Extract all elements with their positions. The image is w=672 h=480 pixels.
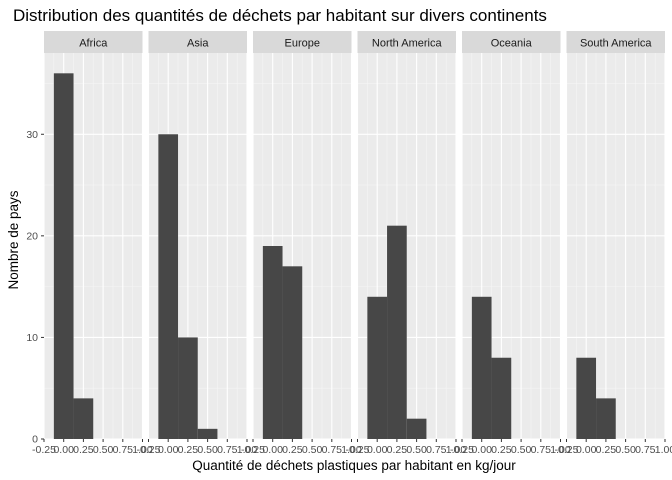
bar-north-america-1	[387, 225, 407, 439]
bar-north-america-2	[406, 418, 427, 439]
facet-strip-africa	[44, 31, 143, 53]
x-tick-label: 0.75	[635, 444, 656, 456]
y-tick-label: 10	[26, 332, 38, 344]
facet-label-south-america: South America	[580, 38, 652, 50]
facet-label-asia: Asia	[187, 38, 209, 50]
y-tick-label: 0	[32, 434, 38, 446]
bar-north-america-0	[367, 296, 388, 439]
bar-africa-0	[53, 73, 74, 439]
x-tick-label: 0.00	[471, 444, 492, 456]
bar-south-america-1	[596, 398, 616, 439]
y-tick-label: 20	[26, 230, 38, 242]
x-tick-label: 0.50	[406, 444, 427, 456]
x-tick-label: 0.50	[197, 444, 218, 456]
x-tick-label: 0.25	[596, 444, 617, 456]
x-tick-label: 1.00	[237, 444, 258, 456]
x-tick-label: 1.00	[446, 444, 467, 456]
x-tick-label: -0.25	[241, 444, 265, 456]
x-tick-label: 1.00	[550, 444, 571, 456]
y-axis-title: Nombre de pays	[6, 190, 21, 289]
facet-strip-asia	[148, 31, 247, 53]
bar-asia-2	[197, 428, 218, 439]
x-tick-label: 0.00	[367, 444, 388, 456]
x-tick-label: 0.75	[531, 444, 552, 456]
x-tick-label: 0.25	[282, 444, 303, 456]
facet-strip-oceania	[462, 31, 561, 53]
x-tick-label: 0.50	[302, 444, 323, 456]
bar-africa-1	[73, 398, 94, 439]
x-tick-label: 0.00	[576, 444, 597, 456]
facet-panels: Africa-0.250.00 0.25 0.50 0.75 1.000102030As…	[26, 31, 672, 456]
x-tick-label: -0.25	[137, 444, 161, 456]
facet-strip-south-america	[566, 31, 665, 53]
x-tick-label: 0.00	[262, 444, 283, 456]
x-tick-label: 0.75	[426, 444, 447, 456]
x-tick-label: 0.25	[73, 444, 94, 456]
facet-label-africa: Africa	[79, 38, 108, 50]
x-tick-label: 0.50	[511, 444, 532, 456]
x-tick-label: 0.75	[217, 444, 238, 456]
x-tick-label: 0.25	[491, 444, 512, 456]
x-tick-label: -0.25	[32, 444, 56, 456]
bar-oceania-1	[491, 357, 512, 439]
bar-oceania-0	[471, 296, 492, 439]
facet-label-north-america: North America	[372, 38, 443, 50]
x-tick-label: 1.00	[132, 444, 153, 456]
x-tick-label: 1.00	[341, 444, 362, 456]
facet-label-europe: Europe	[285, 38, 320, 50]
x-tick-label: 0.00	[158, 444, 179, 456]
bar-europe-0	[262, 246, 283, 439]
facet-strip-europe	[253, 31, 352, 53]
facet-label-oceania: Oceania	[491, 38, 533, 50]
x-tick-label: 1.00	[655, 444, 672, 456]
x-tick-label: 0.00	[53, 444, 74, 456]
facet-strip-north-america	[357, 31, 456, 53]
bar-europe-1	[282, 266, 303, 439]
bar-asia-1	[178, 337, 198, 439]
x-tick-label: 0.75	[322, 444, 343, 456]
x-tick-label: -0.25	[450, 444, 474, 456]
x-tick-label: 0.75	[113, 444, 134, 456]
x-tick-label: -0.25	[555, 444, 579, 456]
x-tick-label: -0.25	[346, 444, 370, 456]
bar-south-america-0	[576, 357, 597, 439]
y-tick-label: 30	[26, 129, 38, 141]
x-axis-title: Quantité de déchets plastiques par habit…	[192, 458, 516, 473]
x-tick-label: 0.50	[93, 444, 114, 456]
bar-asia-0	[158, 134, 179, 439]
chart-title: Distribution des quantités de déchets pa…	[13, 6, 547, 25]
x-tick-label: 0.50	[615, 444, 636, 456]
x-tick-label: 0.25	[178, 444, 199, 456]
x-tick-label: 0.25	[387, 444, 408, 456]
